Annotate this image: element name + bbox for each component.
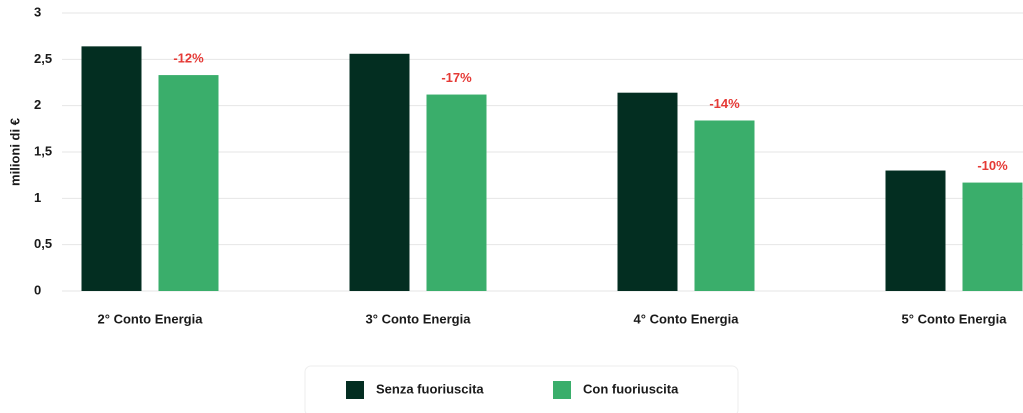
bar bbox=[885, 170, 946, 291]
annotation: -14% bbox=[709, 96, 740, 111]
bar bbox=[426, 94, 487, 292]
y-tick-label: 3 bbox=[34, 4, 41, 19]
legend-swatch bbox=[346, 381, 364, 399]
bar bbox=[81, 46, 142, 291]
annotation: -12% bbox=[173, 51, 204, 66]
y-tick-label: 2 bbox=[34, 97, 41, 112]
annotation: -17% bbox=[441, 70, 472, 85]
legend-box bbox=[304, 365, 739, 413]
x-tick-label: 4° Conto Energia bbox=[634, 311, 740, 326]
annotation: -10% bbox=[977, 158, 1008, 173]
bar bbox=[349, 53, 410, 292]
bar bbox=[617, 92, 678, 292]
bar bbox=[158, 75, 219, 291]
bar bbox=[962, 182, 1023, 291]
legend-swatch bbox=[553, 381, 571, 399]
y-axis-label: milioni di € bbox=[7, 118, 22, 186]
y-tick-label: 1,5 bbox=[34, 143, 52, 158]
x-tick-label: 2° Conto Energia bbox=[98, 311, 204, 326]
legend-label: Senza fuoriuscita bbox=[376, 381, 484, 396]
y-tick-label: 0,5 bbox=[34, 236, 52, 251]
x-tick-label: 3° Conto Energia bbox=[366, 311, 472, 326]
x-tick-label: 5° Conto Energia bbox=[902, 311, 1008, 326]
legend-label: Con fuoriuscita bbox=[583, 381, 679, 396]
bar bbox=[694, 120, 755, 291]
y-tick-label: 0 bbox=[34, 282, 41, 297]
y-tick-label: 2,5 bbox=[34, 51, 52, 66]
y-tick-label: 1 bbox=[34, 190, 41, 205]
